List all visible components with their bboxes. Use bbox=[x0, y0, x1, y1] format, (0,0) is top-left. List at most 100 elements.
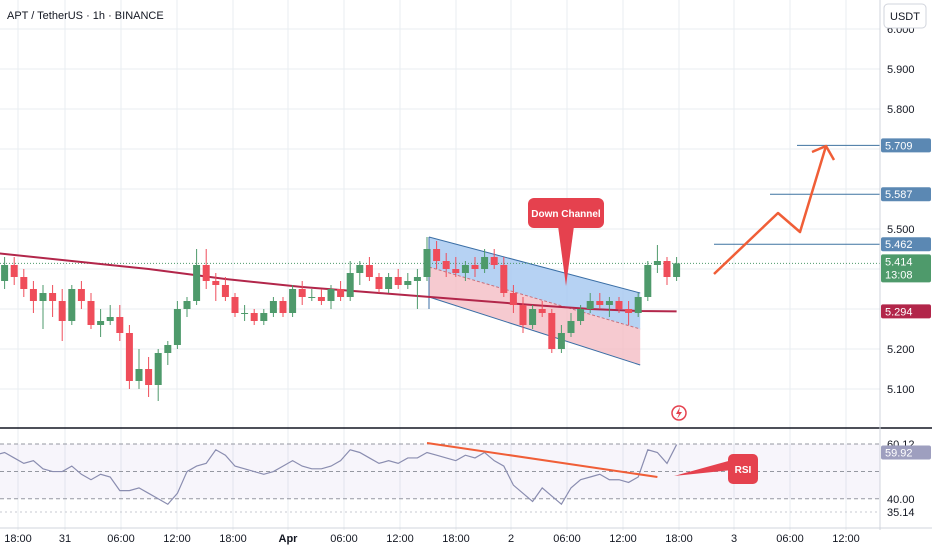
candle[interactable] bbox=[289, 285, 297, 317]
time-tick-label: 12:00 bbox=[163, 533, 191, 545]
candle[interactable] bbox=[461, 261, 469, 281]
candle[interactable] bbox=[212, 273, 220, 301]
candle[interactable] bbox=[663, 257, 671, 285]
down-channel-label: Down Channel bbox=[531, 209, 601, 220]
candle[interactable] bbox=[634, 293, 642, 317]
rsi-callout[interactable] bbox=[728, 454, 758, 484]
lightning-icon[interactable] bbox=[671, 405, 687, 421]
candle[interactable] bbox=[442, 253, 450, 277]
candle[interactable] bbox=[10, 257, 18, 285]
candle[interactable] bbox=[375, 273, 383, 293]
candle[interactable] bbox=[183, 297, 191, 317]
candle[interactable] bbox=[20, 269, 28, 297]
price-tick-label: 5.200 bbox=[887, 344, 915, 356]
candle[interactable] bbox=[356, 261, 364, 285]
candle[interactable] bbox=[145, 357, 153, 397]
candle[interactable] bbox=[317, 289, 325, 305]
rsi-divergence-line[interactable] bbox=[426, 441, 658, 478]
candle[interactable] bbox=[202, 249, 210, 289]
candle[interactable] bbox=[164, 341, 172, 365]
time-tick-label: 31 bbox=[59, 533, 71, 545]
badge-level-3: 5.462 bbox=[881, 237, 931, 252]
badge-level-2-text: 5.587 bbox=[885, 189, 913, 201]
candle[interactable] bbox=[77, 281, 85, 309]
candle-body bbox=[39, 293, 47, 301]
price-tick-label: 5.800 bbox=[887, 104, 915, 116]
candle-body bbox=[567, 321, 575, 333]
candle[interactable] bbox=[241, 305, 249, 321]
candle[interactable] bbox=[557, 325, 565, 353]
candle[interactable] bbox=[58, 289, 66, 341]
candle[interactable] bbox=[173, 301, 181, 349]
candle[interactable] bbox=[221, 277, 229, 301]
candle-body bbox=[605, 301, 613, 305]
candle[interactable] bbox=[490, 249, 498, 269]
candle[interactable] bbox=[548, 309, 556, 353]
candle[interactable] bbox=[519, 297, 527, 333]
candle[interactable] bbox=[154, 349, 162, 401]
candle[interactable] bbox=[298, 281, 306, 305]
candle-body bbox=[625, 309, 633, 313]
candle[interactable] bbox=[68, 285, 76, 325]
candle[interactable] bbox=[586, 293, 594, 313]
candle[interactable] bbox=[433, 241, 441, 269]
candle[interactable] bbox=[653, 245, 661, 273]
candle[interactable] bbox=[529, 305, 537, 329]
badge-ma-text: 5.294 bbox=[885, 306, 913, 318]
candle[interactable] bbox=[116, 305, 124, 341]
candle[interactable] bbox=[231, 293, 239, 317]
candle[interactable] bbox=[87, 293, 95, 329]
candle-body bbox=[413, 277, 421, 281]
candle[interactable] bbox=[471, 257, 479, 277]
projection-path[interactable] bbox=[713, 145, 828, 275]
candle-body bbox=[260, 313, 268, 321]
candle[interactable] bbox=[337, 281, 345, 301]
candle[interactable] bbox=[1, 257, 9, 289]
candle[interactable] bbox=[413, 269, 421, 309]
candle[interactable] bbox=[385, 273, 393, 293]
candle[interactable] bbox=[279, 297, 287, 317]
candle[interactable] bbox=[596, 293, 604, 309]
candle[interactable] bbox=[327, 285, 335, 309]
candle[interactable] bbox=[567, 313, 575, 337]
candle[interactable] bbox=[97, 309, 105, 337]
candle[interactable] bbox=[106, 305, 114, 325]
candle[interactable] bbox=[404, 273, 412, 289]
candle[interactable] bbox=[394, 269, 402, 289]
candle[interactable] bbox=[538, 301, 546, 317]
candle[interactable] bbox=[673, 257, 681, 281]
candle[interactable] bbox=[125, 325, 133, 389]
price-tick-label: 5.100 bbox=[887, 384, 915, 396]
candle[interactable] bbox=[615, 297, 623, 313]
candle[interactable] bbox=[605, 297, 613, 317]
candle[interactable] bbox=[577, 305, 585, 325]
candle[interactable] bbox=[29, 281, 37, 313]
candle[interactable] bbox=[260, 309, 268, 325]
time-tick-label: 12:00 bbox=[386, 533, 414, 545]
candle-body bbox=[241, 313, 249, 314]
channel-lower-line bbox=[428, 296, 641, 366]
candle[interactable] bbox=[500, 257, 508, 297]
candle[interactable] bbox=[49, 285, 57, 317]
candle[interactable] bbox=[135, 349, 143, 389]
candle[interactable] bbox=[644, 261, 652, 301]
candle[interactable] bbox=[193, 249, 201, 305]
rsi-tick-label: 40.00 bbox=[887, 494, 915, 506]
down-channel-callout[interactable] bbox=[528, 198, 604, 228]
candle[interactable] bbox=[269, 297, 277, 317]
candle[interactable] bbox=[423, 237, 431, 281]
candle[interactable] bbox=[509, 285, 517, 313]
candle[interactable] bbox=[346, 261, 354, 301]
candle[interactable] bbox=[250, 309, 258, 325]
candle[interactable] bbox=[308, 289, 316, 301]
currency-button[interactable]: USDT bbox=[883, 3, 927, 29]
candle[interactable] bbox=[39, 285, 47, 329]
candle[interactable] bbox=[481, 249, 489, 273]
candle-body bbox=[644, 265, 652, 297]
candle[interactable] bbox=[365, 257, 373, 281]
candle[interactable] bbox=[625, 301, 633, 325]
currency-button-label: USDT bbox=[890, 11, 920, 23]
candle[interactable] bbox=[452, 257, 460, 277]
